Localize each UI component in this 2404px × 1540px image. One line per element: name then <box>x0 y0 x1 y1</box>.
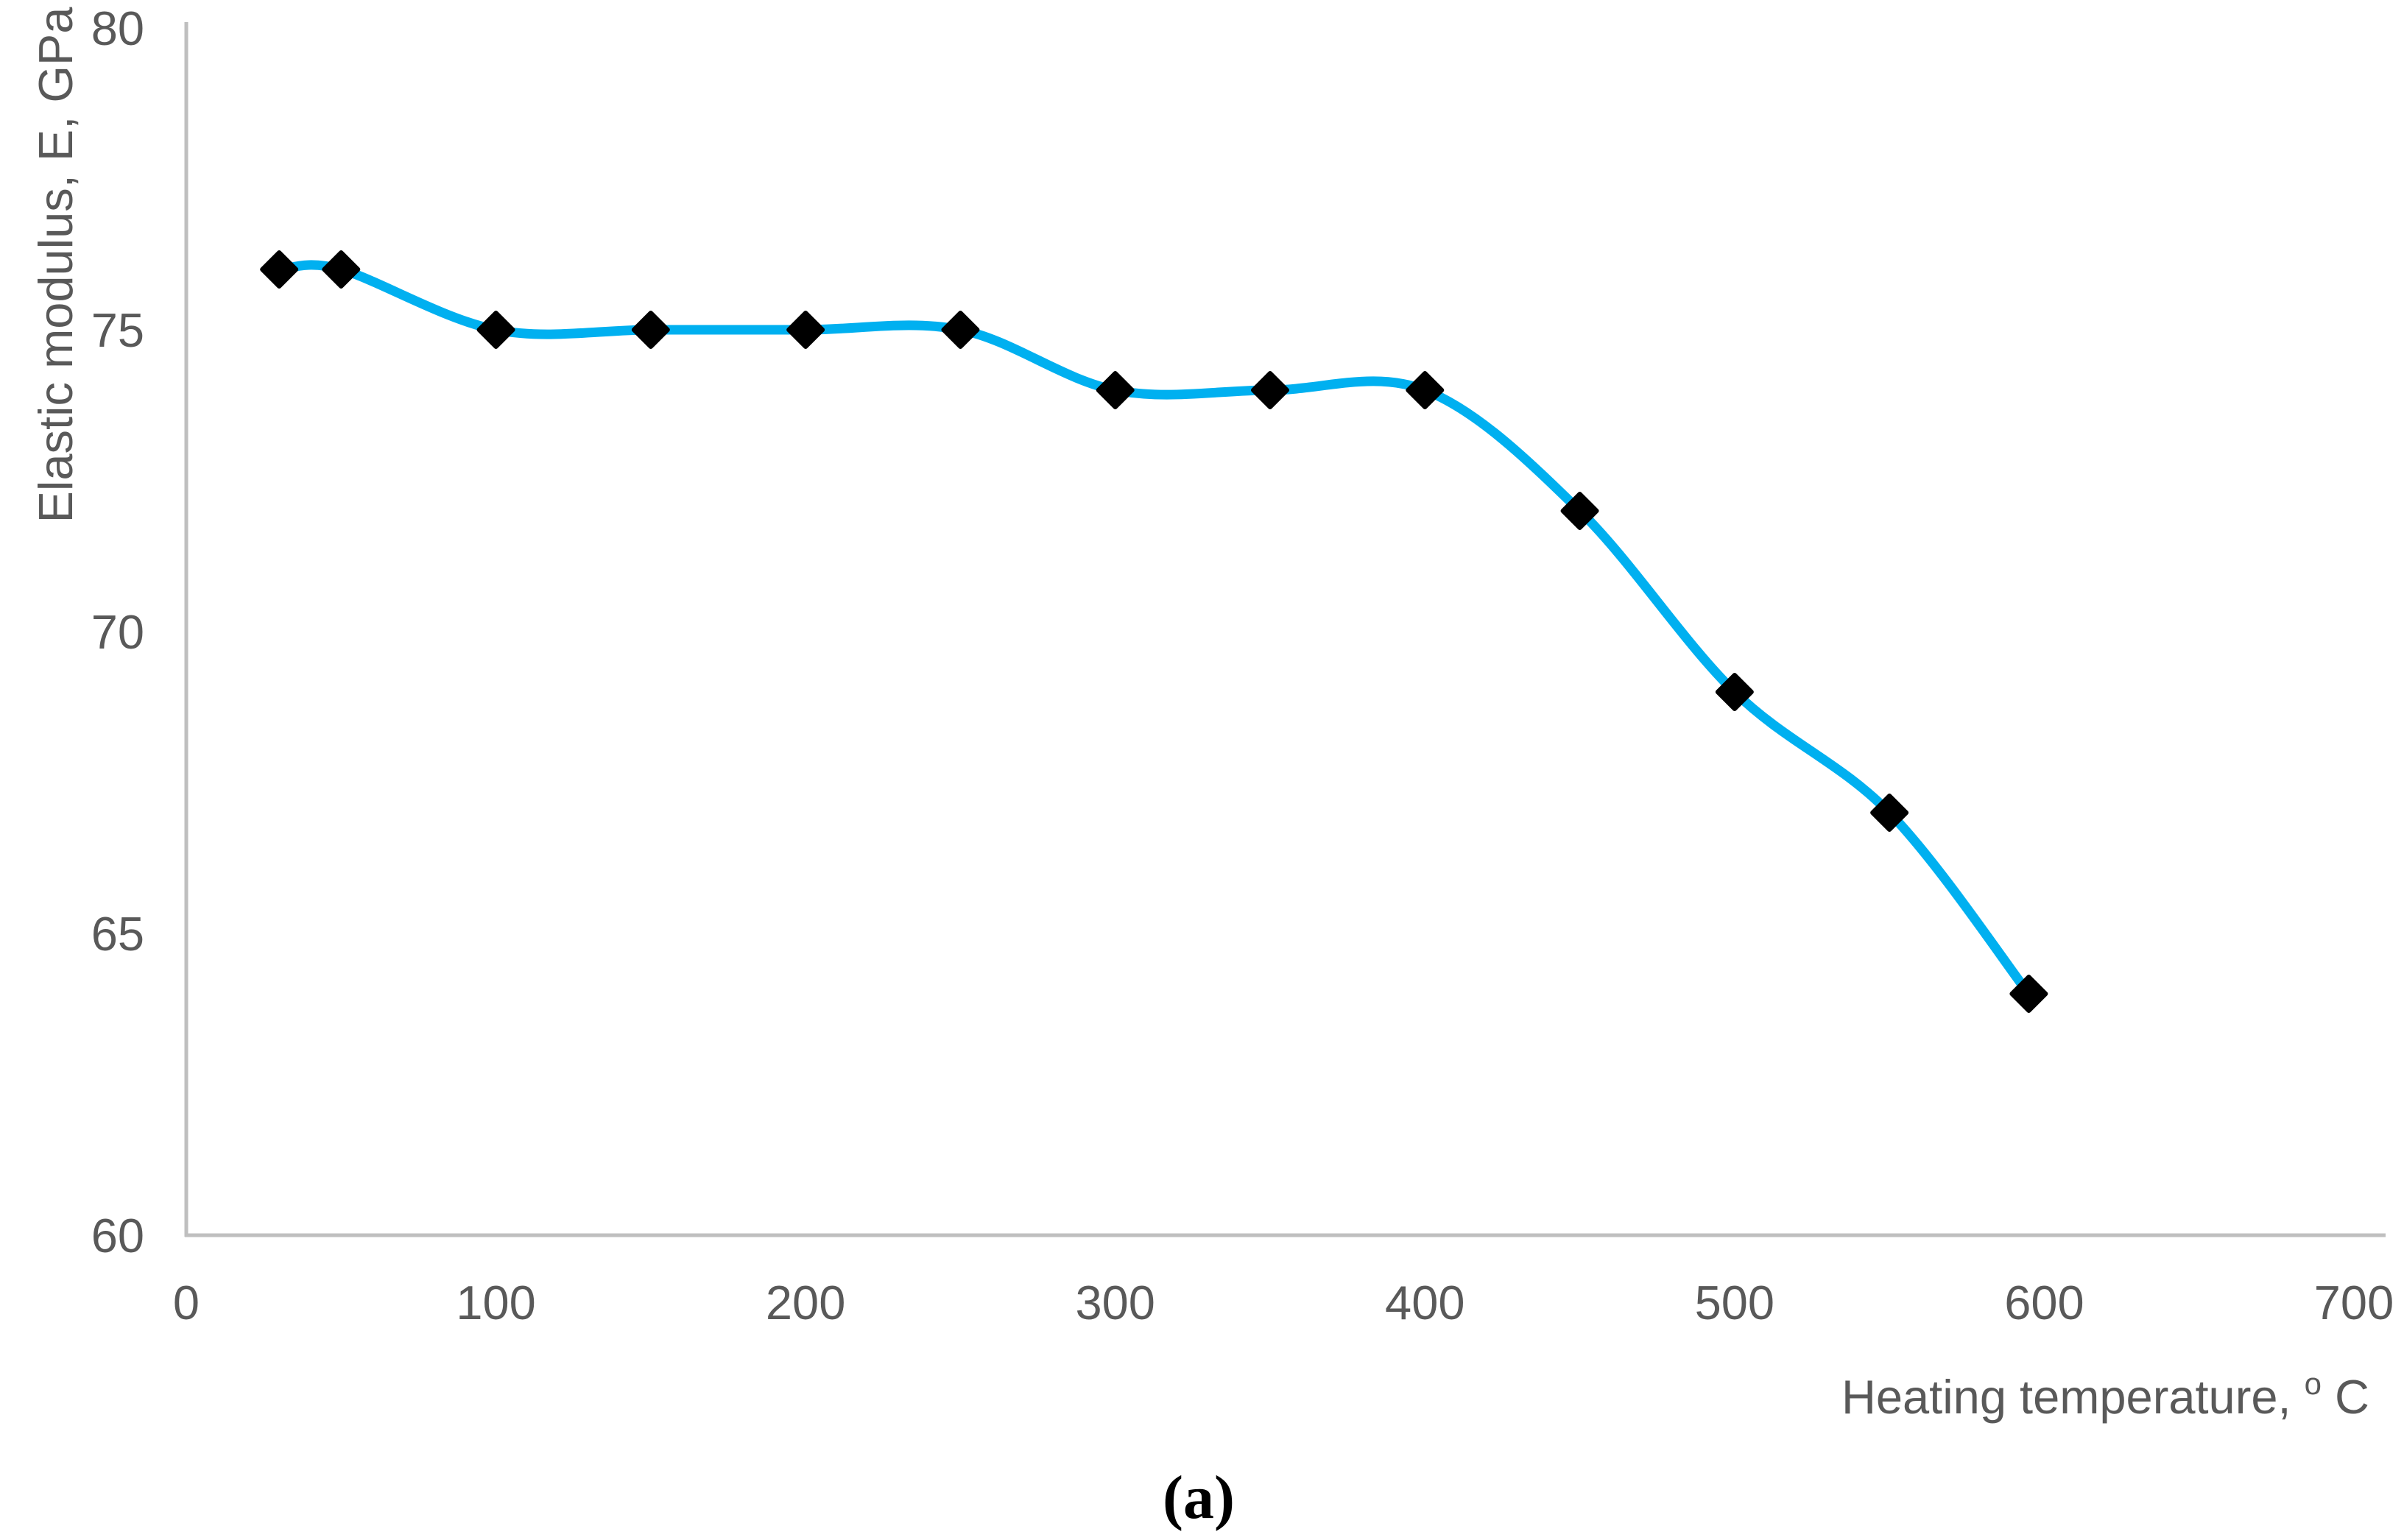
x-axis-title: Heating temperature, o C <box>1841 1351 2369 1424</box>
x-axis-title-main: Heating temperature, <box>1841 1370 2291 1424</box>
data-point-marker <box>2009 975 2048 1013</box>
data-point-marker <box>1406 371 1445 409</box>
x-tick-label: 500 <box>1695 1276 1774 1329</box>
x-tick-label: 200 <box>766 1276 845 1329</box>
data-point-marker <box>1096 371 1135 409</box>
y-tick-label: 75 <box>91 303 144 357</box>
x-tick-label: 300 <box>1075 1276 1155 1329</box>
data-point-marker <box>1715 673 1754 711</box>
data-point-marker <box>631 311 670 349</box>
data-point-marker <box>476 311 515 349</box>
series-line <box>274 260 2034 999</box>
data-point-marker <box>786 311 825 349</box>
x-tick-label: 100 <box>456 1276 535 1329</box>
x-tick-label: 0 <box>173 1276 200 1329</box>
data-point-marker <box>1251 371 1289 409</box>
data-point-marker <box>260 250 299 289</box>
y-tick-label: 65 <box>91 907 144 961</box>
data-point-marker <box>941 311 980 349</box>
x-tick-label: 400 <box>1385 1276 1464 1329</box>
y-tick-label: 70 <box>91 605 144 659</box>
y-tick-label: 80 <box>91 1 144 55</box>
degree-superscript: o <box>2305 1366 2322 1401</box>
x-tick-label: 600 <box>2004 1276 2084 1329</box>
x-axis-title-unit: C <box>2335 1370 2369 1424</box>
x-tick-label: 700 <box>2314 1276 2394 1329</box>
figure-caption: (a) <box>1163 1463 1235 1532</box>
y-axis-title: Elastic modulus, E, GPa <box>29 7 82 523</box>
y-tick-label: 60 <box>91 1209 144 1262</box>
data-point-marker <box>322 250 361 289</box>
data-point-marker <box>1560 492 1599 530</box>
data-point-marker <box>1870 794 1909 832</box>
